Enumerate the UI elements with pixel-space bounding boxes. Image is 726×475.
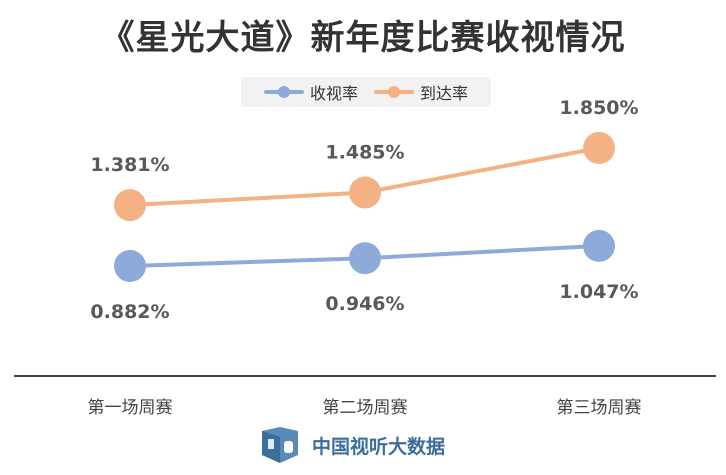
data-point-1-1 [349,176,381,209]
legend: 收视率 到达率 [241,77,491,107]
data-point-0-2 [583,229,615,262]
data-point-1-2 [583,132,615,164]
data-point-1-0 [114,189,146,222]
data-point-0-0 [114,250,146,282]
data-label-0-0: 0.882% [90,301,169,323]
data-label-1-2: 1.850% [559,97,638,119]
x-tick-label-2: 第三场周赛 [557,397,642,418]
data-label-0-1: 0.946% [325,293,404,315]
line-chart: 0.882% 0.946% 1.047% 1.381% 1.485% 1.850% 第一场周… [14,97,716,418]
data-point-0-1 [349,242,381,275]
chart-title: 《星光大道》新年度比赛收视情况 [100,18,626,58]
x-tick-label-1: 第二场周赛 [323,397,408,418]
legend-swatch-viewing-rate [263,86,304,98]
data-label-1-1: 1.485% [325,141,404,163]
source-text: 中国视听大数据 [312,435,446,458]
legend-label-reach-rate: 到达率 [420,84,469,103]
legend-swatch-reach-rate [374,86,414,98]
legend-item-reach-rate: 到达率 [374,80,468,104]
data-label-1-0: 1.381% [90,154,169,176]
x-tick-label-0: 第一场周赛 [88,397,173,418]
legend-item-viewing-rate: 收视率 [263,80,358,104]
cvb-logo-icon [262,427,298,463]
source-footer: 中国视听大数据 [258,425,445,465]
data-label-0-2: 1.047% [559,281,638,303]
legend-label-viewing-rate: 收视率 [309,84,358,103]
